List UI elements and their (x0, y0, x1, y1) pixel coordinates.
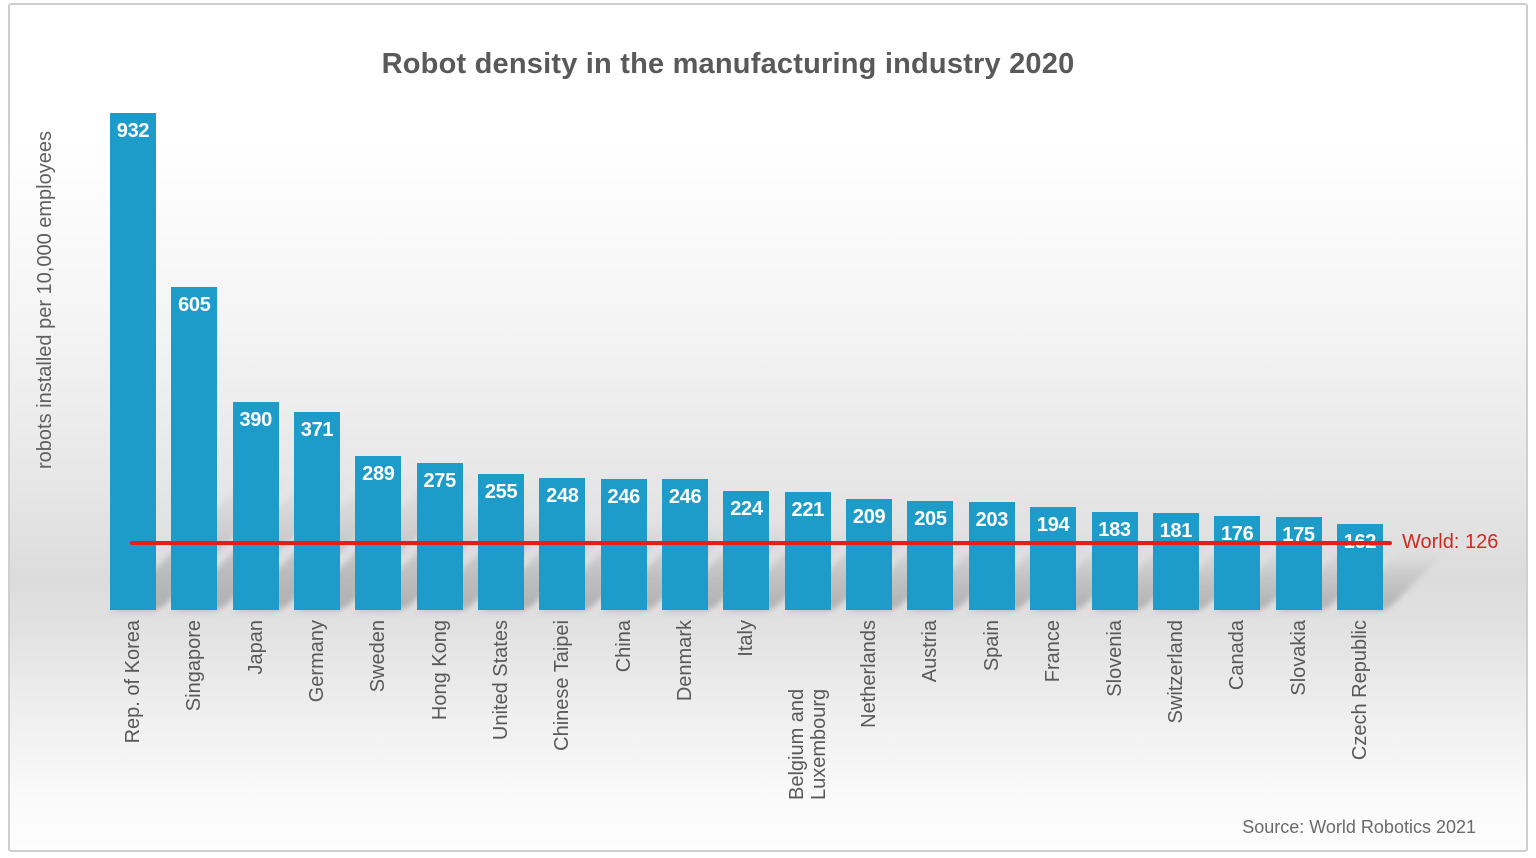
bar: 205 (907, 501, 954, 610)
category-label: United States (478, 620, 524, 805)
category-labels-row: Rep. of Korea Singapore Japan Germany Sweden… (110, 620, 1383, 805)
bar-value-label: 181 (1159, 520, 1193, 542)
category-label: Sweden (355, 620, 401, 805)
category-label: Netherlands (846, 620, 892, 805)
bar: 203 (968, 502, 1015, 610)
bar: 221 (784, 492, 831, 610)
bar-value-label: 605 (178, 294, 211, 316)
bar-value-label: 248 (546, 485, 579, 507)
bar-value-label: 289 (362, 463, 395, 485)
bars-row: 932 605 390 371 289 275 255 248 246 246 224 221 209 2… (110, 5, 1383, 610)
category-label: Czech Republic (1337, 620, 1383, 805)
category-label-text: Spain (980, 620, 1003, 672)
bar-value-label: 209 (852, 506, 886, 528)
bar-value-label: 246 (668, 486, 702, 508)
category-label-text: Italy (735, 620, 758, 657)
category-label-text: China (612, 620, 635, 673)
category-label-text: Switzerland (1164, 620, 1187, 724)
bar-value-label: 275 (423, 470, 456, 492)
bar-value-label: 203 (975, 509, 1009, 531)
bar: 175 (1275, 517, 1322, 610)
bar: 371 (294, 412, 341, 610)
bar: 224 (723, 491, 770, 610)
category-label: Chinese Taipei (539, 620, 585, 805)
category-label-text: Canada (1226, 620, 1249, 691)
category-label-text: Czech Republic (1348, 620, 1371, 761)
category-label: Belgium and Luxembourg (785, 620, 831, 805)
category-label: Rep. of Korea (110, 620, 156, 805)
bar-value-label: 246 (607, 486, 641, 508)
category-label: Singapore (171, 620, 217, 805)
bar: 194 (1030, 507, 1077, 610)
category-label-text: Rep. of Korea (122, 620, 144, 744)
category-label: Hong Kong (417, 620, 463, 805)
bar: 209 (846, 499, 893, 610)
category-label-text: Slovakia (1287, 620, 1310, 696)
category-label-text: Slovenia (1103, 620, 1126, 697)
y-axis-label: robots installed per 10,000 employees (28, 105, 62, 495)
bar-value-label: 205 (914, 508, 947, 530)
bar: 605 (171, 287, 218, 610)
category-label-text: Germany (306, 620, 329, 703)
category-label-text: Sweden (367, 620, 390, 693)
bar: 181 (1152, 513, 1199, 610)
category-label-text: Hong Kong (428, 620, 451, 721)
bar-value-label: 183 (1098, 519, 1131, 541)
bar: 275 (416, 463, 463, 610)
category-label: France (1030, 620, 1076, 805)
bar-value-label: 175 (1282, 524, 1315, 546)
category-label: Switzerland (1153, 620, 1199, 805)
bar-value-label: 255 (484, 481, 518, 503)
category-label: Slovakia (1276, 620, 1322, 805)
bar: 176 (1214, 516, 1261, 610)
category-label: Germany (294, 620, 340, 805)
category-label-text: Netherlands (858, 620, 881, 728)
chart-canvas: Robot density in the manufacturing indus… (8, 3, 1528, 852)
category-label: Canada (1214, 620, 1260, 805)
world-average-label: World: 126 (1402, 531, 1499, 553)
category-label-text: Belgium and Luxembourg (785, 688, 830, 800)
category-label: Slovenia (1092, 620, 1138, 805)
category-label: Austria (907, 620, 953, 805)
bar-value-label: 371 (300, 419, 334, 441)
category-label: China (601, 620, 647, 805)
bar-value-label: 194 (1036, 514, 1070, 536)
category-label-text: United States (490, 620, 513, 741)
category-label-text: Denmark (674, 620, 697, 702)
bar: 183 (1091, 512, 1138, 610)
chart-title: Robot density in the manufacturing indus… (381, 48, 1075, 80)
chart-stage: Robot density in the manufacturing indus… (10, 5, 1526, 850)
category-label-text: Japan (244, 620, 267, 675)
category-label-text: France (1042, 620, 1065, 683)
bar: 162 (1336, 524, 1383, 610)
category-label: Japan (233, 620, 279, 805)
category-label-text: Austria (919, 620, 942, 683)
category-label: Italy (723, 620, 769, 805)
bar-value-label: 221 (791, 499, 825, 521)
bar-value-label: 224 (730, 498, 763, 520)
bar-value-label: 390 (239, 409, 272, 431)
category-label: Spain (969, 620, 1015, 805)
category-label-text: Singapore (183, 620, 206, 712)
category-label-text: Chinese Taipei (551, 620, 574, 751)
source-note: Source: World Robotics 2021 (1242, 817, 1476, 837)
bar-value-label: 176 (1220, 523, 1254, 545)
world-average-line (130, 541, 1392, 545)
bar: 390 (232, 402, 279, 610)
bar: 289 (355, 456, 402, 610)
bar-value-label: 932 (116, 120, 150, 142)
bar: 932 (110, 113, 156, 610)
y-axis-label-text: robots installed per 10,000 employees (33, 131, 56, 469)
category-label: Denmark (662, 620, 708, 805)
